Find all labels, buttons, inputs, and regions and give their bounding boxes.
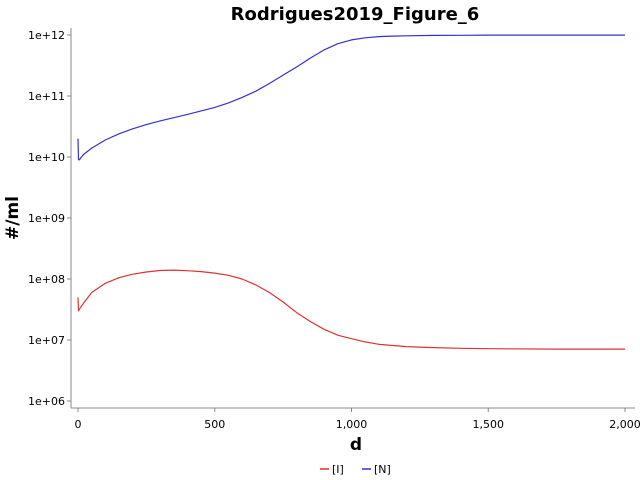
y-tick-label: 1e+06 <box>28 395 65 408</box>
x-axis-ticks: 0 500 1,000 1,500 2,000 <box>75 408 640 431</box>
legend-label: [N] <box>374 463 391 476</box>
y-tick-label: 1e+07 <box>28 334 65 347</box>
series-line-1 <box>77 34 625 161</box>
y-tick-label: 1e+10 <box>28 151 65 164</box>
series-line-0 <box>77 269 625 350</box>
plot-area <box>71 28 635 408</box>
series-layer <box>77 34 625 350</box>
x-tick-label: 1,000 <box>336 418 368 431</box>
y-axis-label: #/ml <box>3 196 23 240</box>
x-tick-label: 500 <box>204 418 225 431</box>
x-tick-label: 1,500 <box>473 418 505 431</box>
y-tick-label: 1e+09 <box>28 212 65 225</box>
legend-label: [I] <box>332 463 344 476</box>
x-tick-label: 0 <box>75 418 82 431</box>
y-axis-ticks: 1e+06 1e+07 1e+08 1e+09 1e+10 1e+11 1e+12 <box>28 29 71 408</box>
y-tick-label: 1e+11 <box>28 90 65 103</box>
x-axis-label: d <box>350 435 362 455</box>
y-tick-label: 1e+12 <box>28 29 65 42</box>
chart-title: Rodrigues2019_Figure_6 <box>231 4 480 25</box>
x-tick-label: 2,000 <box>609 418 640 431</box>
legend: [I] [N] <box>320 463 391 476</box>
y-tick-label: 1e+08 <box>28 273 65 286</box>
